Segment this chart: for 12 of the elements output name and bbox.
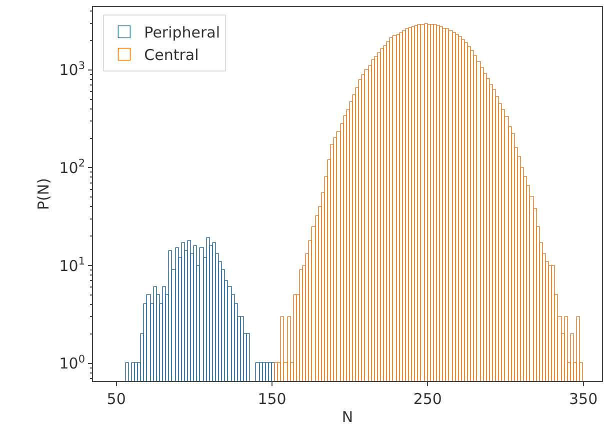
legend-label: Peripheral xyxy=(144,24,220,42)
y-tick-label: 10$^{1}$ xyxy=(59,255,85,275)
y-tick-label: 10$^{0}$ xyxy=(59,353,85,373)
x-tick-label: 250 xyxy=(413,390,442,408)
x-tick-label: 350 xyxy=(569,390,598,408)
y-tick-label: 10$^{3}$ xyxy=(59,60,85,80)
y-axis-title: P(N) xyxy=(34,178,52,210)
x-tick-label: 150 xyxy=(258,390,286,408)
legend-label: Central xyxy=(144,46,199,64)
x-axis-title: N xyxy=(342,408,354,426)
x-tick-label: 50 xyxy=(106,390,126,408)
y-tick-label: 10$^{2}$ xyxy=(59,158,85,177)
